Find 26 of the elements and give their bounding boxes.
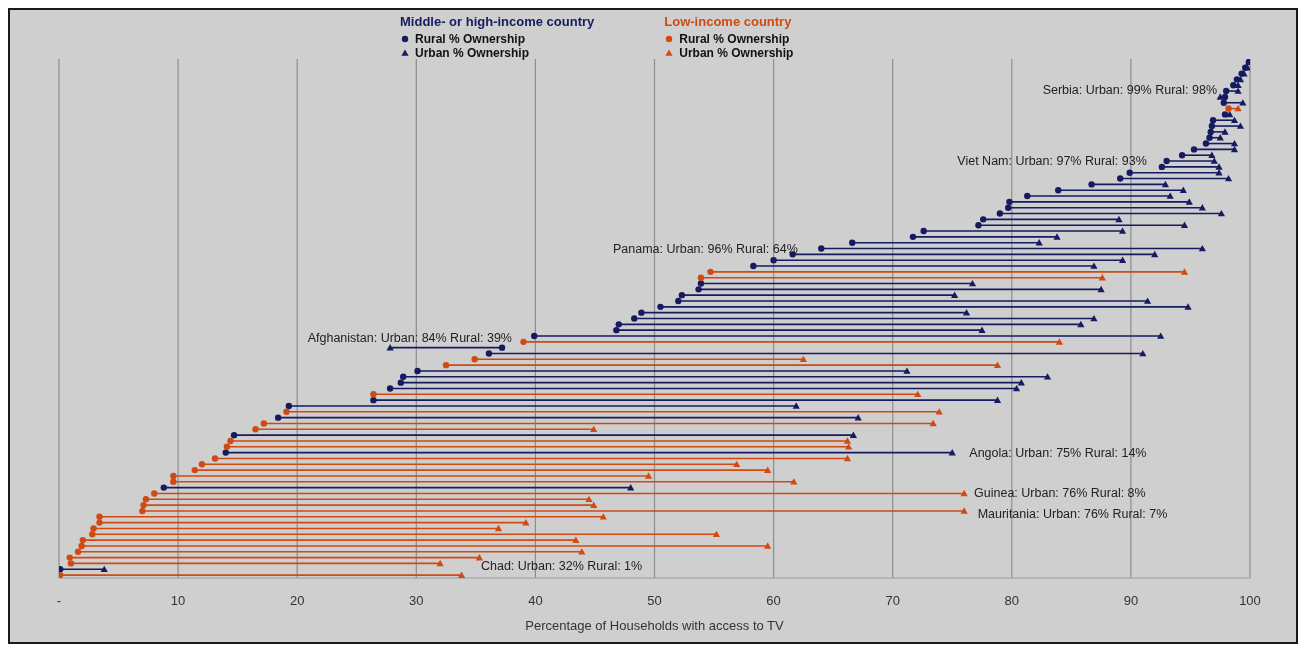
annotation: Guinea: Urban: 76% Rural: 8% (974, 485, 1146, 502)
x-tick-label: 50 (647, 593, 662, 609)
x-tick-label: 100 (1239, 593, 1261, 609)
legend-label: Rural % Ownership (679, 32, 790, 46)
x-tick-label: 20 (289, 593, 305, 609)
annotation: Chad: Urban: 32% Rural: 1% (480, 558, 643, 575)
annotation: Panama: Urban: 96% Rural: 64% (612, 240, 798, 257)
legend-label: Urban % Ownership (415, 46, 530, 60)
annotation: Viet Nam: Urban: 97% Rural: 93% (957, 153, 1147, 170)
annotation: Afghanistan: Urban: 84% Rural: 39% (307, 329, 512, 346)
x-tick-label: 70 (885, 593, 900, 609)
text: Middle- or high-income country (400, 14, 595, 30)
x-tick-label: 40 (528, 593, 543, 609)
x-tick-label: 60 (766, 593, 781, 609)
x-tick-label: 80 (1004, 593, 1020, 609)
annotation: Angola: Urban: 75% Rural: 14% (969, 444, 1147, 461)
legend-label: Rural % Ownership (415, 32, 526, 46)
x-tick-label: 30 (409, 593, 424, 609)
x-tick-label: 90 (1123, 593, 1139, 609)
x-axis-title: Percentage of Households with access to TV (525, 618, 785, 633)
x-tick-label: 10 (170, 593, 186, 609)
legend-label: Urban % Ownership (679, 46, 794, 60)
x-tick-label: - (56, 593, 62, 609)
text: Low-income country (664, 14, 793, 30)
annotation: Mauritania: Urban: 76% Rural: 7% (977, 506, 1168, 523)
annotation: Serbia: Urban: 99% Rural: 98% (1042, 81, 1218, 98)
